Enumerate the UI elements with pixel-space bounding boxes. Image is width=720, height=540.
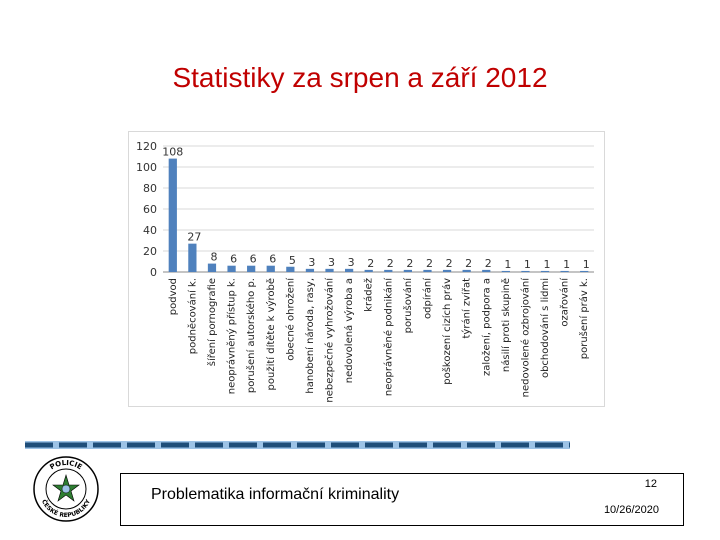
data-label: 27 bbox=[187, 231, 201, 244]
x-tick-label: porušení práv k. bbox=[578, 278, 590, 359]
stripe-dash bbox=[501, 442, 529, 448]
data-label: 1 bbox=[544, 258, 551, 271]
y-tick-label: 100 bbox=[136, 161, 157, 174]
x-tick-label: nedovolené ozbrojování bbox=[519, 277, 531, 398]
bar bbox=[188, 243, 197, 272]
data-label: 1 bbox=[563, 258, 570, 271]
bar bbox=[168, 158, 177, 272]
data-label: 5 bbox=[289, 254, 296, 267]
x-tick-label: obchodování s lidmi bbox=[539, 278, 551, 378]
bar bbox=[305, 268, 315, 272]
x-tick-label: hanobení národa, rasy, bbox=[304, 278, 316, 394]
bar bbox=[403, 269, 413, 272]
data-label: 2 bbox=[387, 257, 394, 270]
bar bbox=[364, 269, 373, 272]
footer-box: Problematika informační kriminality 12 1… bbox=[120, 473, 684, 526]
x-tick-label: založení, podpora a bbox=[480, 278, 492, 376]
stripe-dash bbox=[93, 442, 121, 448]
data-label: 3 bbox=[308, 256, 315, 269]
data-label: 1 bbox=[583, 258, 590, 271]
bar-chart: 0 20 40 60 80 100 120 108 podvod 27 podněcování k.… bbox=[136, 140, 594, 403]
y-tick-label: 80 bbox=[143, 182, 157, 195]
bar bbox=[423, 269, 432, 272]
bar bbox=[325, 268, 334, 272]
stripe-dash bbox=[59, 442, 87, 448]
y-tick-label: 20 bbox=[143, 245, 157, 258]
x-tick-label: neoprávněný přístup k. bbox=[226, 278, 238, 394]
x-tick-label: porušení autorského p. bbox=[245, 278, 257, 393]
x-tick-label: podněcování k. bbox=[186, 278, 198, 354]
page-number: 12 bbox=[644, 478, 657, 490]
stripe-dash bbox=[535, 442, 563, 448]
stripe-dash bbox=[467, 442, 495, 448]
data-label: 2 bbox=[465, 257, 472, 270]
x-tick-label: obecné ohrožení bbox=[284, 277, 296, 361]
bar bbox=[540, 270, 550, 272]
page-date: 10/26/2020 bbox=[603, 504, 659, 516]
bar bbox=[442, 269, 452, 272]
stripe-dash bbox=[25, 442, 53, 448]
data-label: 8 bbox=[210, 251, 217, 264]
data-label: 1 bbox=[524, 258, 531, 271]
stripe-dash bbox=[195, 442, 223, 448]
bar bbox=[247, 265, 256, 272]
x-tick-label: odpírání bbox=[421, 277, 433, 319]
stripe-dash bbox=[399, 442, 427, 448]
data-label: 2 bbox=[406, 257, 413, 270]
bar bbox=[580, 270, 589, 272]
stripe-dash bbox=[229, 442, 257, 448]
data-label: 1 bbox=[504, 258, 511, 271]
data-label: 3 bbox=[328, 256, 335, 269]
stripe-dash bbox=[433, 442, 461, 448]
stripe-dash bbox=[365, 442, 393, 448]
y-tick-label: 60 bbox=[143, 203, 157, 216]
x-tick-label: nedovolená výroba a bbox=[343, 278, 355, 383]
x-tick-label: podvod bbox=[168, 278, 179, 315]
stripe-dash bbox=[331, 442, 359, 448]
data-label: 6 bbox=[230, 253, 237, 266]
data-label: 108 bbox=[162, 146, 183, 159]
bar bbox=[344, 268, 354, 272]
footer-text: Problematika informační kriminality bbox=[151, 486, 400, 503]
bar bbox=[482, 269, 491, 272]
data-label: 2 bbox=[426, 257, 433, 270]
x-tick-label: porušování bbox=[402, 277, 414, 334]
slide-title: Statistiky za srpen a září 2012 bbox=[172, 62, 548, 93]
bar bbox=[384, 269, 393, 272]
bar bbox=[227, 265, 236, 272]
x-tick-label: krádež bbox=[363, 278, 375, 312]
stripe-dash bbox=[161, 442, 189, 448]
chart-area: 0 20 40 60 80 100 120 108 podvod 27 podněcování k.… bbox=[128, 131, 605, 407]
x-tick-label: šíření pornografie bbox=[206, 278, 218, 366]
bar bbox=[501, 270, 510, 272]
stripe-dash bbox=[127, 442, 155, 448]
x-tick-label: ozařování bbox=[559, 277, 571, 327]
data-label: 6 bbox=[269, 253, 276, 266]
decorative-stripe bbox=[25, 441, 570, 449]
bar bbox=[560, 270, 569, 272]
y-tick-label: 40 bbox=[143, 224, 157, 237]
bar bbox=[521, 270, 530, 272]
data-label: 2 bbox=[485, 257, 492, 270]
stripe-dash bbox=[569, 442, 570, 448]
bar bbox=[266, 265, 275, 272]
x-tick-label: poškození cizích práv bbox=[441, 278, 453, 385]
x-tick-label: týrání zvířat bbox=[461, 278, 473, 339]
y-tick-label: 0 bbox=[150, 266, 157, 279]
data-label: 2 bbox=[367, 257, 374, 270]
x-tick-label: nebezpečné vyhrožování bbox=[324, 277, 336, 403]
stripe-dash bbox=[297, 442, 325, 448]
police-seal-icon: POLICIE ČESKÉ REPUBLIKY bbox=[33, 456, 99, 522]
data-label: 2 bbox=[446, 257, 453, 270]
bar bbox=[207, 263, 217, 272]
x-tick-label: použití dítěte k výrobě bbox=[265, 278, 277, 390]
stripe-dash bbox=[263, 442, 291, 448]
x-tick-label: neoprávněné podnikání bbox=[382, 277, 394, 396]
bar bbox=[286, 266, 295, 272]
data-label: 6 bbox=[250, 253, 257, 266]
y-tick-label: 120 bbox=[136, 140, 157, 153]
x-tick-label: násilí proti skupině bbox=[500, 278, 512, 372]
bar bbox=[462, 269, 471, 272]
data-label: 3 bbox=[348, 256, 355, 269]
